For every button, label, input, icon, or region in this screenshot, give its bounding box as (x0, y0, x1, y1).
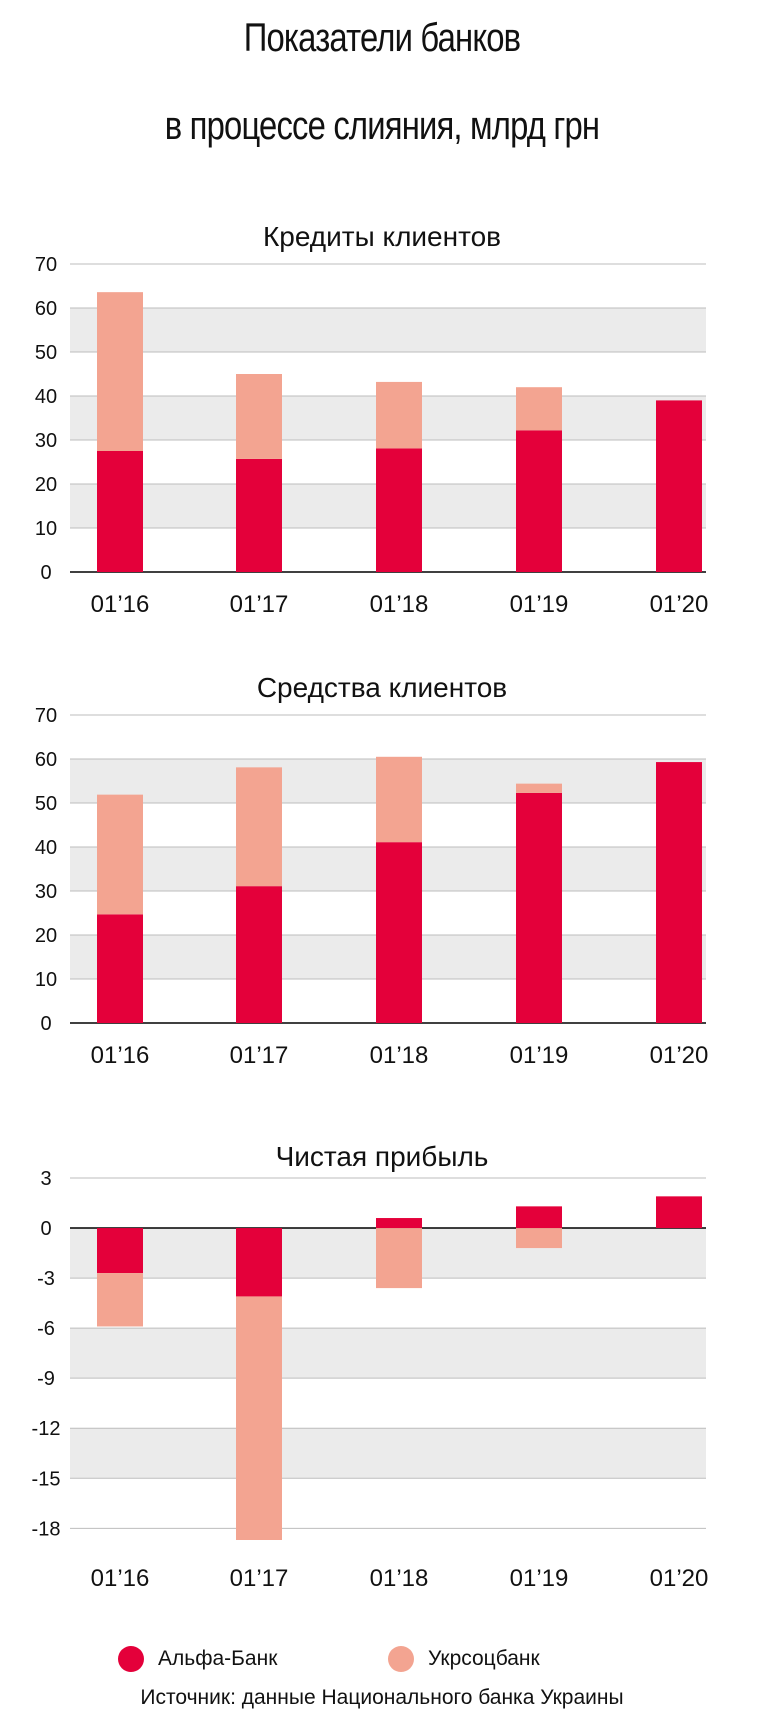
chart-2-category-label: 01’17 (230, 1042, 289, 1069)
chart-1-bar-alfa (656, 400, 702, 572)
legend-item-ukrsots: Укрсоцбанк (388, 1642, 540, 1676)
chart-3-ytick-label: -12 (32, 1418, 61, 1440)
chart-1-ytick-label: 10 (35, 518, 57, 540)
chart-3-ytick-label: 3 (40, 1168, 51, 1190)
chart-2-bar-ukrsots (97, 794, 143, 915)
chart-3-band (70, 1428, 706, 1479)
chart-2-category-label: 01’20 (650, 1042, 709, 1069)
chart-3-ytick-label: -3 (37, 1268, 55, 1290)
chart-2-bar-ukrsots (516, 783, 562, 793)
chart-2-category-label: 01’16 (91, 1042, 150, 1069)
chart-3-bar-alfa (236, 1228, 282, 1297)
chart-2-title: Средства клиентов (257, 672, 507, 703)
chart-1-bar-ukrsots (376, 381, 422, 449)
chart-3-ytick-label: -15 (32, 1468, 61, 1490)
chart-2-bar-ukrsots (236, 767, 282, 887)
chart-1-ytick-label: 30 (35, 430, 57, 452)
chart-2-ytick-label: 30 (35, 881, 57, 903)
chart-2-ytick-label: 0 (40, 1013, 51, 1035)
chart-2-category-label: 01’18 (370, 1042, 429, 1069)
chart-1-title: Кредиты клиентов (263, 221, 501, 252)
chart-1-bar-ukrsots (97, 292, 143, 451)
chart-1-ytick-label: 70 (35, 254, 57, 276)
chart-2-bar-alfa (236, 886, 282, 1023)
chart-1-band (70, 308, 706, 352)
chart-2-ytick-label: 50 (35, 793, 57, 815)
page-title-line2: в процессе слияния, млрд грн (164, 104, 600, 148)
chart-2-bar-alfa (656, 762, 702, 1023)
chart-2-bar-ukrsots (376, 756, 422, 843)
chart-2-ytick-label: 40 (35, 837, 57, 859)
chart-2-category-label: 01’19 (510, 1042, 569, 1069)
legend-item-alfa: Альфа-Банк (118, 1642, 277, 1676)
chart-3-bar-ukrsots (97, 1273, 143, 1327)
chart-1-bar-alfa (376, 448, 422, 572)
page-title-line1: Показатели банков (243, 16, 521, 60)
chart-3-ytick-label: 0 (40, 1218, 51, 1240)
chart-1-ytick-label: 20 (35, 474, 57, 496)
source-note: Источник: данные Национального банка Укр… (140, 1686, 624, 1709)
chart-3-category-label: 01’16 (91, 1565, 150, 1592)
chart-3-band (70, 1328, 706, 1379)
chart-3-ytick-label: -6 (37, 1318, 55, 1340)
chart-1-ytick-label: 0 (40, 562, 51, 584)
chart-3-bar-alfa (376, 1218, 422, 1229)
chart-2-bar-alfa (97, 914, 143, 1023)
chart-3-bar-ukrsots (236, 1296, 282, 1540)
chart-1-bar-alfa (97, 451, 143, 572)
chart-1-category-label: 01’19 (510, 591, 569, 618)
chart-3-ytick-label: -18 (32, 1518, 61, 1540)
chart-2-bar-alfa (376, 842, 422, 1023)
chart-3-title: Чистая прибыль (276, 1141, 489, 1172)
chart-3-bar-alfa (516, 1206, 562, 1229)
legend-swatch-ukrsots (388, 1646, 414, 1672)
chart-3-bar-alfa (97, 1228, 143, 1274)
chart-1-category-label: 01’17 (230, 591, 289, 618)
chart-3-category-label: 01’19 (510, 1565, 569, 1592)
legend-label-ukrsots: Укрсоцбанк (428, 1647, 540, 1670)
chart-3-category-label: 01’18 (370, 1565, 429, 1592)
chart-2-ytick-label: 70 (35, 705, 57, 727)
chart-1-category-label: 01’20 (650, 591, 709, 618)
chart-2-ytick-label: 10 (35, 969, 57, 991)
chart-2-bar-alfa (516, 792, 562, 1023)
legend-label-alfa: Альфа-Банк (158, 1647, 278, 1670)
chart-1-category-label: 01’18 (370, 591, 429, 618)
chart-3-bar-alfa (656, 1196, 702, 1229)
chart-2-ytick-label: 20 (35, 925, 57, 947)
chart-1-bar-ukrsots (236, 374, 282, 459)
chart-1-ytick-label: 60 (35, 298, 57, 320)
chart-1-bar-ukrsots (516, 387, 562, 431)
legend-swatch-alfa (118, 1646, 144, 1672)
chart-1-ytick-label: 40 (35, 386, 57, 408)
chart-3-bar-ukrsots (516, 1228, 562, 1249)
chart-3-ytick-label: -9 (37, 1368, 55, 1390)
chart-1-bar-alfa (236, 458, 282, 572)
chart-3-category-label: 01’17 (230, 1565, 289, 1592)
chart-2-ytick-label: 60 (35, 749, 57, 771)
chart-3-category-label: 01’20 (650, 1565, 709, 1592)
chart-3-bar-ukrsots (376, 1228, 422, 1289)
chart-1-bar-alfa (516, 430, 562, 572)
chart-1-ytick-label: 50 (35, 342, 57, 364)
chart-1-category-label: 01’16 (91, 591, 150, 618)
